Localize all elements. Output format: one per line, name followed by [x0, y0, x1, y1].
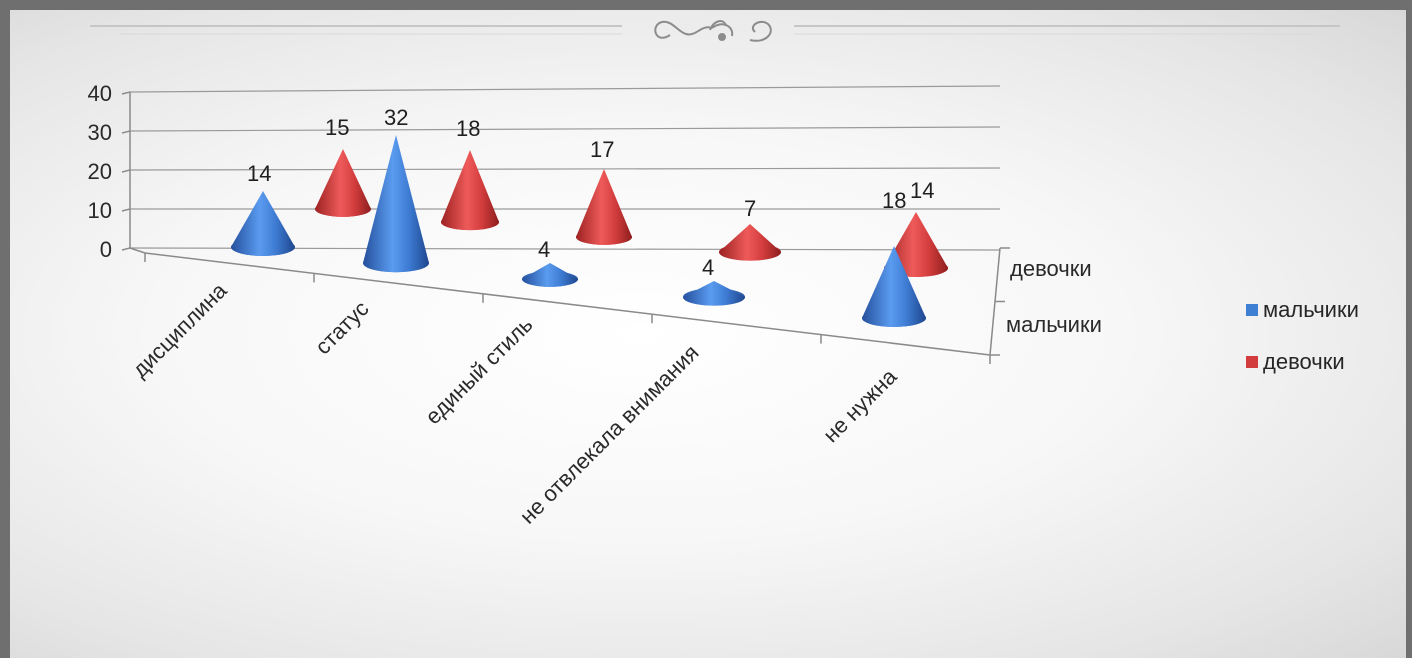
data-label-boys: 4 [538, 237, 550, 262]
chart-legend: мальчики девочки [1246, 296, 1359, 400]
cone-girls [719, 224, 781, 261]
y-tick-label: 0 [100, 237, 112, 262]
cone-boys [231, 191, 295, 256]
cone-boys-body [363, 135, 429, 273]
floor-left-edge [129, 247, 146, 254]
cone-girls-body [315, 149, 371, 217]
y-tick-label: 30 [88, 120, 112, 145]
legend-swatch-girls [1246, 356, 1258, 368]
cone-chart: 0 10 20 30 40 девочки мальчики дисциплина стату… [88, 20, 1340, 529]
y-tick-label: 20 [88, 159, 112, 184]
cone-boys-body [862, 246, 926, 327]
x-category-label: единый стиль [420, 312, 537, 429]
flourish-ornament-icon [654, 20, 772, 42]
legend-item-girls: девочки [1246, 348, 1359, 376]
data-label-girls: 14 [910, 178, 934, 203]
gridline [129, 167, 1001, 171]
cone-boys [522, 263, 578, 287]
header-ornament [90, 20, 1340, 42]
legend-item-boys: мальчики [1246, 296, 1359, 324]
y-tick-mark [121, 247, 131, 251]
data-label-boys: 14 [247, 161, 271, 186]
x-category-label: не нужна [818, 363, 902, 447]
legend-label-boys: мальчики [1263, 297, 1359, 322]
legend-label-girls: девочки [1263, 349, 1345, 374]
data-label-girls: 18 [456, 116, 480, 141]
y-tick-mark [121, 208, 131, 212]
cone-girls [441, 150, 499, 231]
data-label-girls: 15 [325, 115, 349, 140]
cone-girls-body [576, 169, 632, 245]
cone-girls [576, 169, 632, 245]
cone-boys-body [522, 263, 578, 287]
y-tick-mark [121, 169, 131, 173]
data-label-boys: 18 [882, 188, 906, 213]
data-label-boys: 4 [702, 255, 714, 280]
cone-girls-body [719, 224, 781, 261]
gridline [129, 85, 1001, 93]
cone-boys-body [683, 281, 745, 306]
data-label-girls: 7 [744, 196, 756, 221]
chart-cones [231, 135, 948, 327]
y-tick-label: 40 [88, 81, 112, 106]
cone-boys [862, 246, 926, 327]
x-category-label: дисциплина [127, 277, 232, 382]
x-category-label: не отвлекала внимания [515, 340, 704, 529]
slide: 0 10 20 30 40 девочки мальчики дисциплина стату… [10, 10, 1406, 658]
data-label-girls: 17 [590, 137, 614, 162]
cone-boys-body [231, 191, 295, 256]
depth-axis-label: мальчики [1006, 312, 1102, 337]
y-tick-label: 10 [88, 198, 112, 223]
y-tick-mark [121, 130, 131, 134]
cone-girls-body [441, 150, 499, 231]
data-label-boys: 32 [384, 105, 408, 130]
y-tick-mark [121, 91, 131, 95]
depth-axis-label: девочки [1010, 256, 1092, 281]
gridline [129, 126, 1001, 132]
cone-girls [315, 149, 371, 217]
cone-boys [363, 135, 429, 273]
x-category-label: статус [310, 296, 373, 359]
legend-swatch-boys [1246, 304, 1258, 316]
chart-axes: 0 10 20 30 40 девочки мальчики [88, 81, 1102, 364]
x-axis-line [144, 252, 991, 356]
cone-boys [683, 281, 745, 306]
